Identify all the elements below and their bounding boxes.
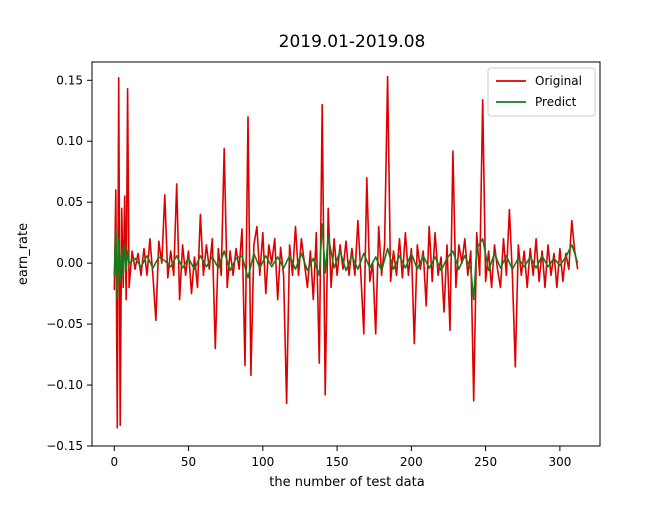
x-tick-label: 250 — [474, 455, 497, 469]
x-tick-label: 0 — [110, 455, 118, 469]
legend-label-predict: Predict — [535, 95, 577, 109]
x-tick-label: 200 — [400, 455, 423, 469]
axes-layer: 0 50 100 150 200 250 300 −0.15 −0.10 −0.05 0.00 0.0… — [46, 61, 601, 469]
y-tick-label: −0.15 — [46, 439, 83, 453]
legend: Original Predict — [487, 67, 596, 117]
x-tick-label: 100 — [251, 455, 274, 469]
series-line-original — [113, 75, 579, 429]
y-axis-label: earn_rate — [16, 223, 31, 285]
x-tick-label: 150 — [326, 455, 349, 469]
y-tick-label: 0.15 — [56, 73, 83, 87]
y-tick-label: −0.05 — [46, 317, 83, 331]
x-axis-label: the number of test data — [269, 475, 424, 490]
plot-frame — [91, 61, 601, 447]
y-tick-label: 0.05 — [56, 195, 83, 209]
series-line-predict — [113, 223, 579, 301]
x-tick-label: 50 — [181, 455, 196, 469]
legend-label-original: Original — [535, 74, 582, 88]
y-tick-label: 0.00 — [56, 256, 83, 270]
y-tick-label: −0.10 — [46, 378, 83, 392]
series-layer — [113, 75, 579, 429]
y-tick-label: 0.10 — [56, 134, 83, 148]
legend-box — [487, 67, 596, 117]
chart-title: 2019.01-2019.08 — [279, 32, 426, 52]
x-tick-label: 300 — [548, 455, 571, 469]
